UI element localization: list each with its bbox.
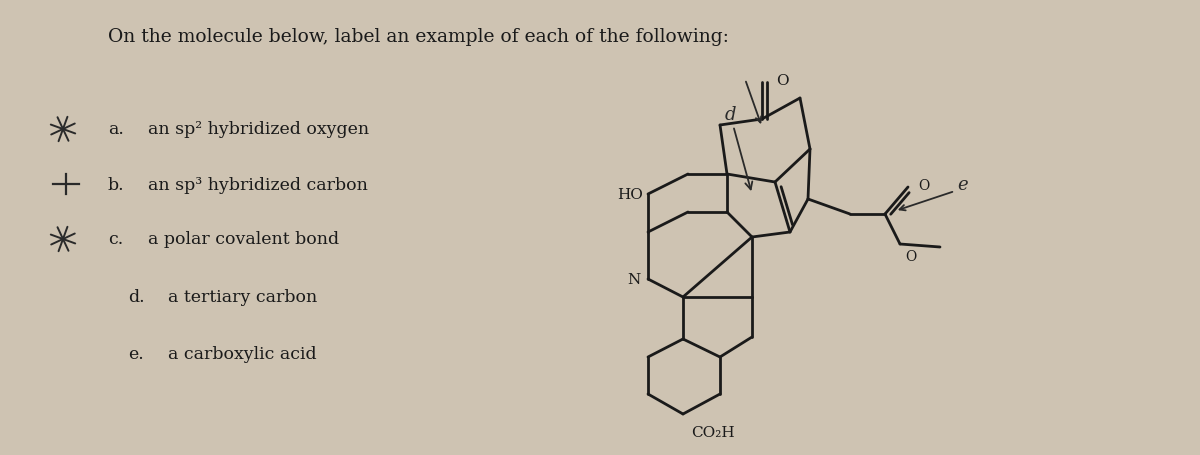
- Text: e.: e.: [128, 346, 144, 363]
- Text: e: e: [958, 176, 968, 193]
- Text: a.: a.: [108, 121, 124, 138]
- Text: a tertiary carbon: a tertiary carbon: [168, 289, 317, 306]
- Text: c.: c.: [108, 231, 124, 248]
- Text: O: O: [776, 74, 788, 88]
- Text: HO: HO: [617, 187, 643, 202]
- Text: d.: d.: [128, 289, 145, 306]
- Text: an sp³ hybridized carbon: an sp³ hybridized carbon: [148, 176, 368, 193]
- Text: O: O: [918, 179, 929, 192]
- Text: an sp² hybridized oxygen: an sp² hybridized oxygen: [148, 121, 370, 138]
- Text: CO₂H: CO₂H: [691, 425, 734, 439]
- Text: a carboxylic acid: a carboxylic acid: [168, 346, 317, 363]
- Text: b.: b.: [108, 176, 125, 193]
- Text: a polar covalent bond: a polar covalent bond: [148, 231, 340, 248]
- Text: O: O: [905, 249, 917, 263]
- Text: On the molecule below, label an example of each of the following:: On the molecule below, label an example …: [108, 28, 728, 46]
- Text: d: d: [725, 106, 752, 190]
- Text: N: N: [626, 273, 640, 286]
